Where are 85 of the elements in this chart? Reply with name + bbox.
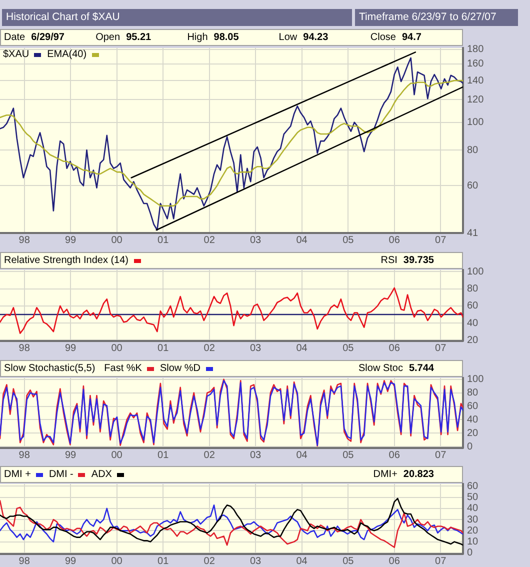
y-tick-label: 80 (467, 284, 479, 295)
legend-label: Slow %D (160, 362, 201, 376)
y-tick-label: 60 (467, 180, 479, 192)
x-tick-label: 01 (158, 342, 170, 354)
x-tick-label: 06 (388, 556, 400, 567)
x-tick-label: 99 (64, 450, 77, 461)
x-tick-label: 00 (111, 556, 123, 567)
x-tick-label: 01 (158, 556, 170, 567)
x-tick-label: 07 (435, 234, 447, 246)
y-tick-label: 20 (467, 428, 479, 439)
y-tick-label: 140 (467, 75, 484, 86)
y-tick-label: 100 (467, 374, 484, 386)
x-tick-label: 00 (111, 450, 123, 461)
chart-subtitle: Timeframe 6/23/97 to 6/27/07 (359, 11, 496, 23)
x-tick-label: 98 (18, 450, 30, 461)
legend-label: Relative Strength Index (14) (4, 254, 129, 268)
text: Slow Stoc 5.744 (358, 363, 434, 374)
legend-label: DMI - (48, 468, 74, 482)
legend-label: ADX (91, 468, 112, 482)
text: Low 94.23 (278, 32, 328, 43)
x-tick-label: 07 (435, 342, 447, 354)
legend-label: $XAU (3, 49, 30, 61)
x-tick-label: 98 (18, 342, 30, 354)
x-tick-label: 06 (388, 342, 400, 354)
x-tick-label: 06 (388, 234, 400, 246)
x-tick-label: 02 (204, 342, 216, 354)
text: DMI+ 20.823 (373, 469, 434, 480)
x-tick-label: 07 (435, 556, 447, 567)
x-tick-label: 01 (158, 234, 170, 246)
x-tick-label: 99 (64, 234, 77, 246)
x-tick-label: 04 (296, 556, 308, 567)
y-tick-label: 41 (467, 228, 479, 239)
x-tick-label: 02 (204, 234, 216, 246)
x-tick-label: 98 (18, 556, 30, 567)
x-tick-label: 06 (388, 450, 400, 461)
y-tick-label: 120 (467, 94, 484, 106)
text: High 98.05 (187, 32, 239, 43)
x-tick-label: 04 (296, 450, 308, 461)
y-tick-label: 40 (467, 318, 479, 329)
x-tick-label: 03 (250, 556, 262, 567)
text: RSI 39.735 (380, 255, 434, 266)
chart-title: Historical Chart of $XAU (6, 11, 120, 23)
y-tick-label: 20 (467, 525, 479, 536)
x-tick-label: 05 (342, 450, 354, 461)
x-tick-label: 03 (250, 234, 262, 246)
chart-title: Slow Stochastic(5,5) (4, 362, 96, 376)
x-tick-label: 99 (64, 556, 77, 567)
text: Date 6/29/97 (4, 32, 64, 43)
text: Close 94.7 (370, 32, 422, 43)
x-tick-label: 00 (111, 342, 123, 354)
x-tick-label: 03 (250, 450, 262, 461)
y-tick-label: 60 (467, 480, 479, 492)
y-tick-label: 160 (467, 58, 484, 70)
y-tick-label: 100 (467, 117, 484, 128)
y-tick-label: 80 (467, 388, 479, 399)
y-tick-label: 10 (467, 536, 479, 548)
x-tick-label: 05 (342, 234, 354, 246)
y-tick-label: 80 (467, 144, 479, 156)
y-tick-label: 20 (467, 334, 479, 346)
y-tick-label: 0 (467, 548, 473, 559)
x-tick-label: 01 (158, 450, 170, 461)
x-tick-label: 04 (296, 234, 308, 246)
y-tick-label: 0 (467, 441, 473, 452)
y-tick-label: 60 (467, 300, 479, 312)
x-tick-label: 02 (204, 450, 216, 461)
x-tick-label: 98 (18, 234, 30, 246)
x-tick-label: 99 (64, 342, 77, 354)
y-tick-label: 40 (467, 503, 479, 514)
legend-label: EMA(40) (47, 49, 87, 61)
y-tick-label: 100 (467, 266, 484, 278)
y-tick-label: 30 (467, 514, 479, 526)
x-tick-label: 05 (342, 556, 354, 567)
x-tick-label: 05 (342, 342, 354, 354)
x-tick-label: 03 (250, 342, 262, 354)
x-tick-label: 00 (111, 234, 123, 246)
y-tick-label: 40 (467, 414, 479, 426)
x-tick-label: 04 (296, 342, 308, 354)
y-tick-label: 50 (467, 492, 479, 504)
y-tick-label: 180 (467, 44, 484, 56)
y-tick-label: 60 (467, 401, 479, 412)
legend-label: DMI + (4, 468, 31, 482)
x-tick-label: 07 (435, 450, 447, 461)
legend-label: Fast %K (104, 362, 142, 376)
x-tick-label: 02 (204, 556, 216, 567)
text: Open 95.21 (96, 32, 152, 43)
